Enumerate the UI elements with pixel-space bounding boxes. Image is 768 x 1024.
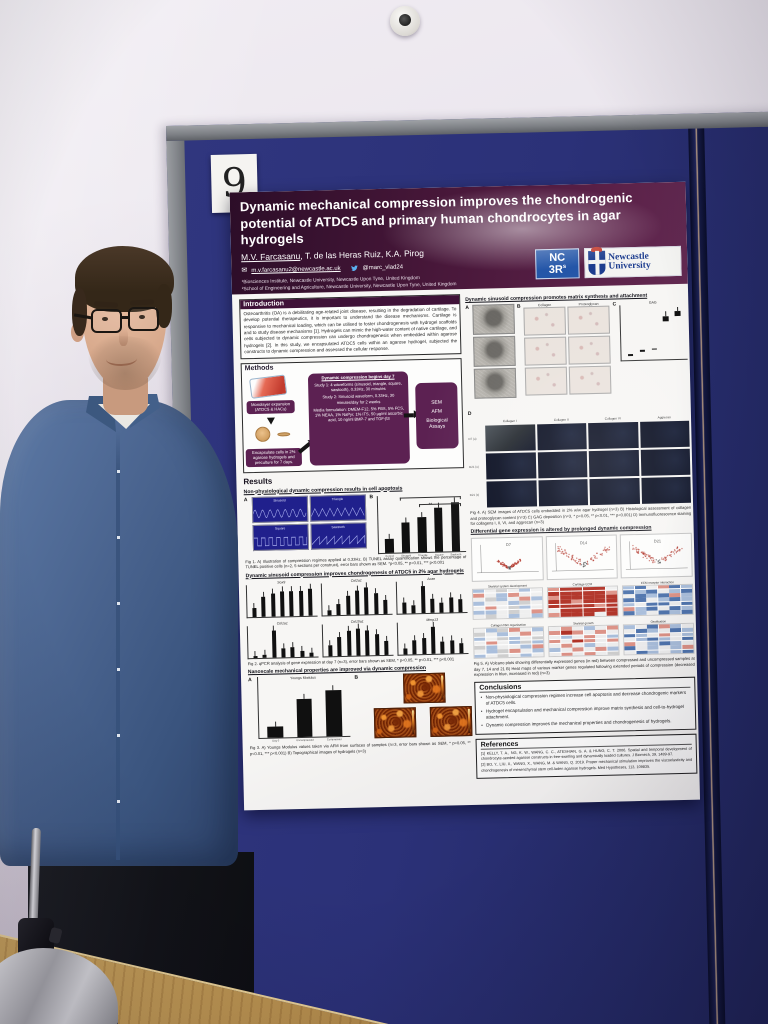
research-poster: Dynamic mechanical compression improves … [229,181,701,811]
glasses-bridge [120,316,129,319]
smoke-detector-core [399,14,411,26]
glasses-lens-left [91,309,122,333]
person-eye-left [102,317,108,322]
shirt-buttons [117,470,120,850]
person-eye-right [139,315,145,320]
person-sideburn-left [72,288,87,336]
person-nose [119,328,128,346]
partition-board: 9 Dynamic mechanical compression improve… [166,110,768,1024]
person-sideburn-right [156,284,172,328]
smoke-detector [390,6,420,36]
glasses-lens-right [128,307,159,331]
